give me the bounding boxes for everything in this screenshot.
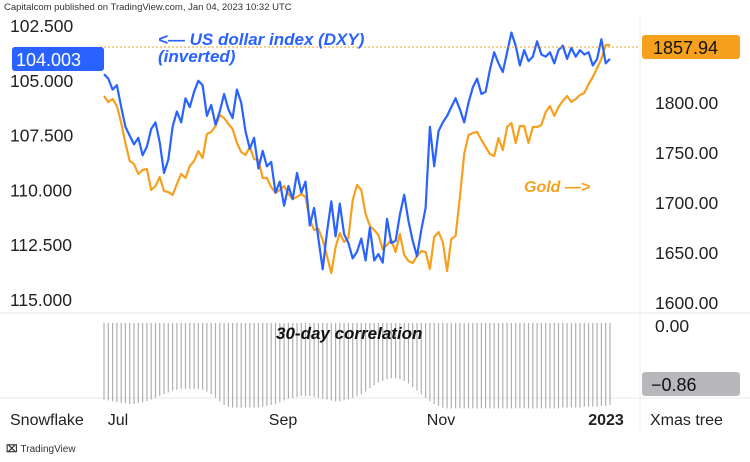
dxy-series: [103, 31, 611, 271]
dxy-annotation-line1: <— US dollar index (DXY): [158, 30, 365, 49]
correlation-label: 30-day correlation: [276, 324, 422, 343]
left-tick-label: 112.500: [10, 235, 72, 255]
right-tick-label: 1650.00: [655, 243, 719, 263]
x-tick-label: Nov: [427, 412, 455, 429]
corr-badge-bg: [642, 372, 740, 396]
gold-price-badge-bg: [642, 35, 740, 59]
left-tick-label: 110.000: [10, 180, 72, 200]
footer: ⌧ TradingView: [6, 444, 76, 455]
x-tick-label: Sep: [269, 412, 298, 429]
left-axis: 102.500 105.000 107.500 110.000 112.500 115.0…: [10, 16, 74, 310]
gold-annotation: Gold —>: [524, 179, 590, 196]
left-tick-label: 115.000: [10, 290, 72, 310]
dxy-price-badge: 104.003: [16, 50, 81, 70]
footer-brand: TradingView: [20, 444, 76, 455]
dxy-line: [103, 31, 611, 271]
right-tick-label: 1800.00: [655, 93, 719, 113]
correlation-histogram: [103, 323, 611, 409]
corr-badge: −0.86: [651, 375, 697, 395]
x-tick-label: Jul: [108, 412, 128, 429]
dxy-annotation-line2: (inverted): [158, 47, 236, 66]
x-axis: Jul Sep Nov 2023: [108, 412, 624, 429]
tradingview-logo-icon: ⌧: [6, 444, 17, 455]
left-tick-label: 102.500: [10, 16, 74, 36]
gold-price-badge: 1857.94: [653, 38, 718, 58]
right-tick-label: 1600.00: [655, 293, 719, 313]
left-tick-label: 105.000: [10, 71, 74, 91]
published-note: Capitalcom published on TradingView.com,…: [4, 2, 292, 13]
left-tick-label: 107.500: [10, 126, 74, 146]
gold-line: [103, 43, 611, 275]
right-axis: 1800.00 1750.00 1700.00 1650.00 1600.00: [655, 93, 719, 313]
xmas-tree-label: Xmas tree: [650, 412, 723, 429]
right-tick-label: 1750.00: [655, 143, 719, 163]
gold-series: [103, 43, 611, 275]
snowflake-label: Snowflake: [10, 412, 84, 429]
dxy-price-badge-bg: [12, 47, 104, 71]
right-tick-label: 1700.00: [655, 193, 719, 213]
corr-zero-tick: 0.00: [655, 316, 689, 336]
x-tick-label: 2023: [588, 412, 624, 429]
